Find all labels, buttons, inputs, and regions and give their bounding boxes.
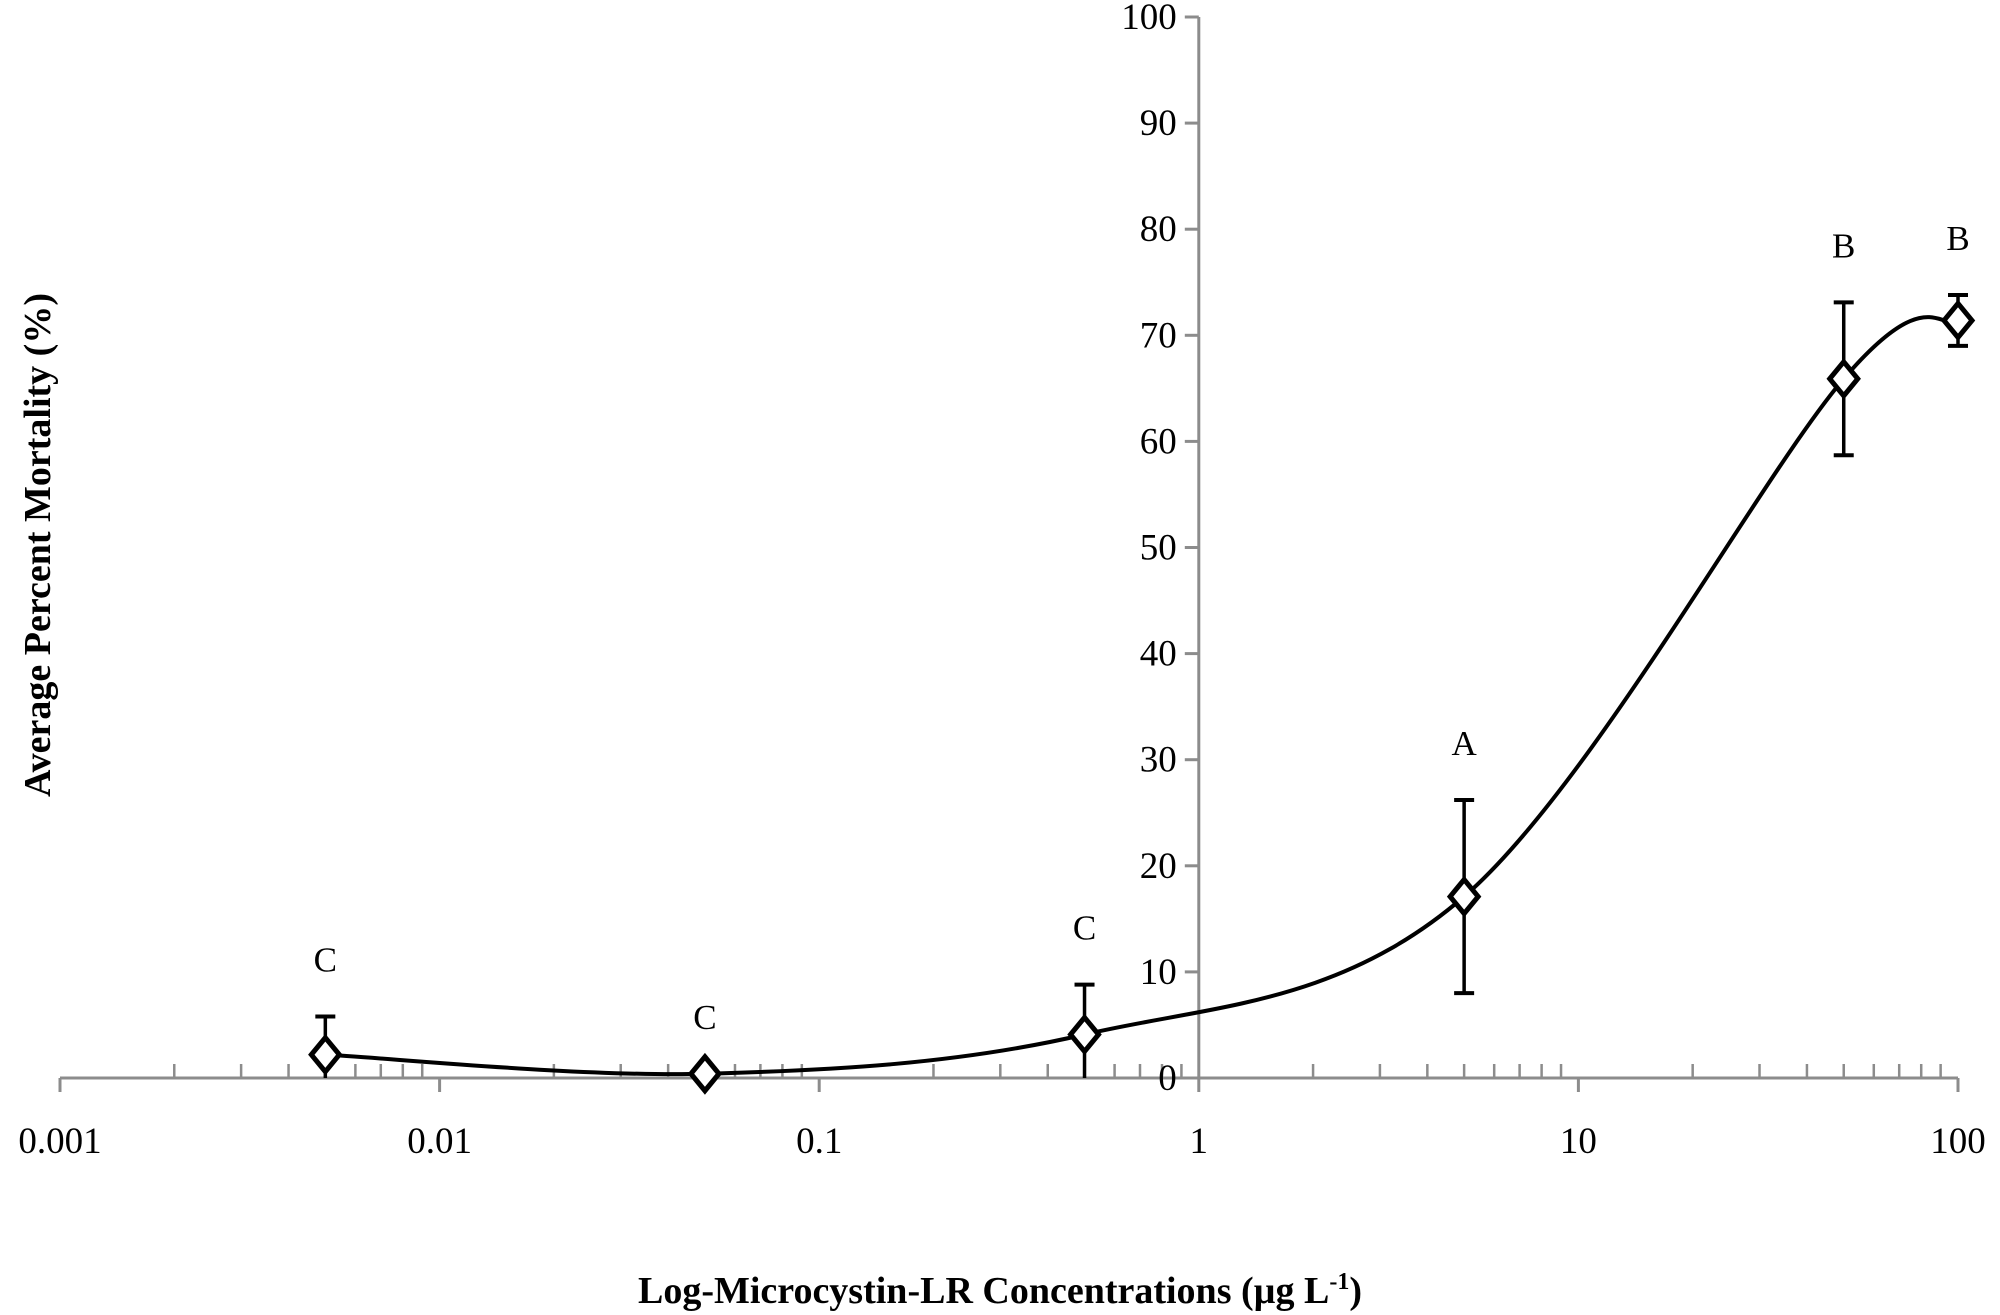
data-marks: C C C A B B <box>308 219 1976 1095</box>
y-axis-title: Average Percent Mortality (%) <box>17 293 59 797</box>
data-point-marker <box>1940 299 1976 342</box>
x-axis-title: Log-Microcystin-LR Concentrations (µg L-… <box>638 1269 1362 1312</box>
y-tick-label: 90 <box>1140 103 1177 144</box>
y-tick-label: 50 <box>1140 528 1177 569</box>
data-point-marker <box>1067 1013 1102 1056</box>
y-tick-label: 60 <box>1140 421 1177 462</box>
y-tick-label: 70 <box>1140 315 1177 356</box>
y-tick-label: 0 <box>1158 1058 1177 1099</box>
x-tick-label: 0.01 <box>407 1121 472 1162</box>
significance-letter: C <box>314 940 337 979</box>
data-point-marker <box>1826 357 1861 400</box>
data-point-marker <box>308 1033 343 1076</box>
significance-letter: B <box>1946 219 1969 258</box>
x-tick-label: 1 <box>1190 1121 1209 1162</box>
y-tick-label: 100 <box>1121 0 1177 38</box>
x-tick-label: 100 <box>1930 1121 1986 1162</box>
y-tick-label: 30 <box>1140 740 1177 781</box>
significance-letter: B <box>1832 226 1855 265</box>
y-tick-label: 80 <box>1140 209 1177 250</box>
x-axis-title-superscript: -1 <box>1329 1269 1349 1295</box>
significance-letter: C <box>693 998 716 1037</box>
axes <box>58 15 1960 1092</box>
significance-letter: A <box>1451 724 1477 763</box>
y-tick-label: 10 <box>1140 952 1177 993</box>
x-axis-title-main: Log-Microcystin-LR Concentrations (µg L <box>638 1270 1329 1312</box>
tick-labels: 0.001 0.01 0.1 1 10 100 0 10 20 30 40 50 60 70 80 90 100 <box>18 0 1985 1162</box>
y-tick-label: 40 <box>1140 634 1177 675</box>
x-tick-label: 10 <box>1560 1121 1597 1162</box>
x-tick-label: 0.001 <box>18 1121 101 1162</box>
significance-letter: C <box>1073 909 1096 948</box>
y-tick-label: 20 <box>1140 846 1177 887</box>
x-axis-title-suffix: ) <box>1349 1270 1362 1312</box>
x-tick-label: 0.1 <box>796 1121 842 1162</box>
data-point-marker <box>1446 875 1482 918</box>
data-point-marker <box>687 1052 723 1095</box>
